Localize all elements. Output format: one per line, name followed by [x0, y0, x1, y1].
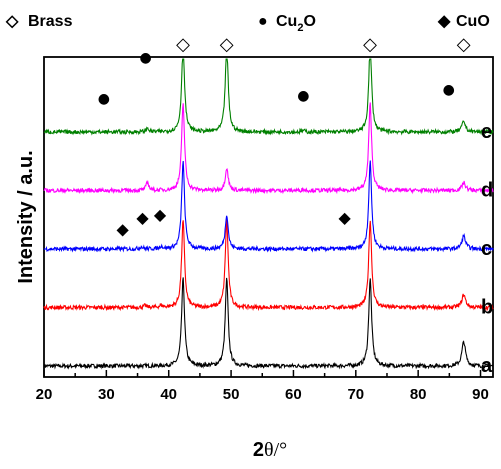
legend-label-brass: Brass	[28, 13, 73, 30]
filled-diamond-icon: ◆	[338, 208, 351, 227]
trace-a	[43, 277, 494, 370]
filled-circle-icon: ●	[139, 50, 151, 66]
legend-label-cu2o-main: Cu	[276, 13, 297, 30]
filled-diamond-icon: ◆	[437, 13, 451, 30]
open-diamond-icon: ◇	[363, 34, 377, 55]
filled-diamond-icon: ◆	[116, 220, 129, 239]
legend: ◇ Brass ● Cu2O ◆ CuO	[5, 13, 490, 34]
legend-item-brass: ◇ Brass	[5, 13, 73, 30]
filled-circle-icon: ●	[98, 91, 110, 107]
open-diamond-icon: ◇	[5, 13, 19, 30]
plot-frame	[43, 56, 494, 378]
trace-label-b: b	[481, 297, 493, 319]
x-axis-title-theta: θ/°	[264, 439, 287, 461]
traces	[43, 58, 494, 370]
x-axis-title-main: 2	[253, 439, 264, 461]
filled-diamond-icon: ◆	[154, 205, 167, 224]
x-axis-title: 2θ/°	[253, 439, 287, 461]
x-tick-label: 50	[223, 386, 240, 403]
trace-e	[43, 58, 494, 136]
y-axis-title: Intensity / a.u.	[15, 150, 37, 283]
legend-label-cu2o-tail: O	[303, 13, 315, 30]
trace-label-e: e	[481, 121, 492, 143]
x-tick-label: 70	[347, 386, 364, 403]
trace-label-a: a	[481, 355, 493, 377]
x-tick-label: 80	[410, 386, 427, 403]
filled-circle-icon: ●	[258, 13, 268, 30]
x-tick-label: 20	[36, 386, 53, 403]
filled-circle-icon: ●	[443, 82, 455, 98]
x-axis-ticks: 20 30 40 50 60 70 80 90	[36, 370, 489, 403]
trace-label-d: d	[481, 180, 493, 202]
legend-label-cu2o-sub: 2	[297, 22, 303, 34]
brass-markers: ◇ ◇ ◇ ◇	[176, 34, 471, 55]
x-tick-label: 40	[160, 386, 177, 403]
legend-item-cuo: ◆ CuO	[437, 13, 490, 30]
trace-label-c: c	[481, 238, 492, 260]
x-tick-label: 60	[285, 386, 302, 403]
trace-c	[43, 160, 494, 253]
phase-markers: ● ● ● ● ◆ ◆ ◆ ◆	[98, 50, 455, 239]
open-diamond-icon: ◇	[457, 34, 471, 55]
trace-d	[43, 102, 494, 195]
legend-label-cu2o: Cu2O	[276, 13, 316, 34]
trace-b	[43, 219, 494, 312]
filled-diamond-icon: ◆	[136, 208, 149, 227]
trace-labels: a b c d e	[481, 121, 493, 377]
legend-label-cuo: CuO	[456, 13, 490, 30]
x-tick-label: 90	[472, 386, 489, 403]
open-diamond-icon: ◇	[220, 34, 234, 55]
legend-item-cu2o: ● Cu2O	[258, 13, 316, 34]
filled-circle-icon: ●	[297, 88, 309, 104]
x-tick-label: 30	[98, 386, 115, 403]
open-diamond-icon: ◇	[176, 34, 190, 55]
